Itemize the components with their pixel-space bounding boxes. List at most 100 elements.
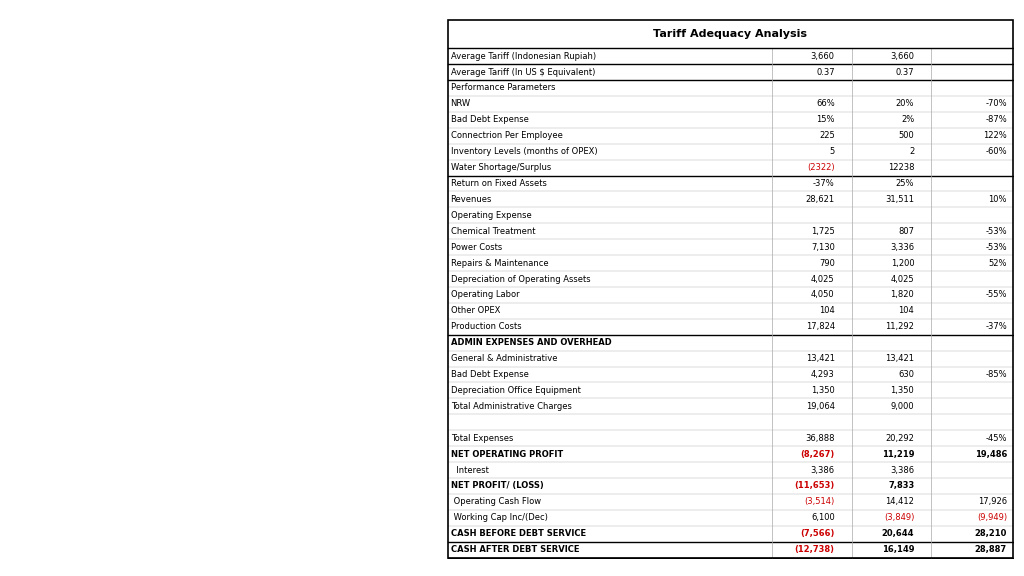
Text: 0.37: 0.37 xyxy=(816,67,835,77)
Bar xyxy=(449,510,1013,526)
Text: 1,725: 1,725 xyxy=(811,227,835,236)
Text: -53%: -53% xyxy=(985,227,1007,236)
Text: 20%: 20% xyxy=(896,100,914,108)
Text: Operating Expense: Operating Expense xyxy=(451,211,531,220)
Text: General & Administrative: General & Administrative xyxy=(451,354,557,363)
Text: 20,292: 20,292 xyxy=(886,434,914,443)
Text: -60%: -60% xyxy=(985,147,1007,156)
Bar xyxy=(449,446,1013,462)
Text: 11,219: 11,219 xyxy=(882,450,914,458)
Text: 13,421: 13,421 xyxy=(886,354,914,363)
Bar xyxy=(449,303,1013,319)
Text: 1,820: 1,820 xyxy=(891,290,914,300)
Text: Depreciation of Operating Assets: Depreciation of Operating Assets xyxy=(451,275,590,283)
Text: 500: 500 xyxy=(898,131,914,140)
Text: 9,000: 9,000 xyxy=(891,402,914,411)
Text: Total Administrative Charges: Total Administrative Charges xyxy=(451,402,571,411)
Text: Connectrion Per Employee: Connectrion Per Employee xyxy=(451,131,562,140)
Bar xyxy=(449,48,1013,64)
Text: Operating Labor: Operating Labor xyxy=(451,290,519,300)
Text: 104: 104 xyxy=(819,306,835,315)
Text: NET OPERATING PROFIT: NET OPERATING PROFIT xyxy=(451,450,563,458)
Text: -37%: -37% xyxy=(985,323,1007,331)
Text: 5: 5 xyxy=(829,147,835,156)
Text: 28,621: 28,621 xyxy=(806,195,835,204)
Text: 25%: 25% xyxy=(896,179,914,188)
Text: 3,336: 3,336 xyxy=(890,242,914,252)
Bar xyxy=(449,271,1013,287)
Bar xyxy=(449,526,1013,541)
Bar xyxy=(449,80,1013,96)
Bar xyxy=(449,335,1013,351)
Text: Average Tariff (In US $ Equivalent): Average Tariff (In US $ Equivalent) xyxy=(451,67,595,77)
Text: 19,486: 19,486 xyxy=(975,450,1007,458)
Text: (7,566): (7,566) xyxy=(801,529,835,538)
Text: Return on Fixed Assets: Return on Fixed Assets xyxy=(451,179,547,188)
Text: 7,130: 7,130 xyxy=(811,242,835,252)
Text: CASH AFTER DEBT SERVICE: CASH AFTER DEBT SERVICE xyxy=(451,545,579,554)
Bar xyxy=(449,319,1013,335)
Text: -45%: -45% xyxy=(985,434,1007,443)
Text: 225: 225 xyxy=(819,131,835,140)
Text: Operating Cash Flow: Operating Cash Flow xyxy=(451,498,541,506)
Text: 630: 630 xyxy=(898,370,914,379)
Text: -53%: -53% xyxy=(985,242,1007,252)
Text: ADMIN EXPENSES AND OVERHEAD: ADMIN EXPENSES AND OVERHEAD xyxy=(451,338,611,347)
Text: Working Cap Inc/(Dec): Working Cap Inc/(Dec) xyxy=(451,513,548,522)
Text: 15%: 15% xyxy=(816,115,835,124)
Text: 36,888: 36,888 xyxy=(805,434,835,443)
Text: 1,350: 1,350 xyxy=(811,386,835,395)
Text: 17,824: 17,824 xyxy=(806,323,835,331)
Text: Repairs & Maintenance: Repairs & Maintenance xyxy=(451,259,548,268)
Text: 3,660: 3,660 xyxy=(890,52,914,60)
Text: Other OPEX: Other OPEX xyxy=(451,306,500,315)
Text: 1,350: 1,350 xyxy=(891,386,914,395)
Text: Production Costs: Production Costs xyxy=(451,323,521,331)
Text: 1,200: 1,200 xyxy=(891,259,914,268)
Text: Average Tariff (Indonesian Rupiah): Average Tariff (Indonesian Rupiah) xyxy=(451,52,596,60)
Text: NET PROFIT/ (LOSS): NET PROFIT/ (LOSS) xyxy=(451,482,544,491)
Bar xyxy=(449,287,1013,303)
Bar xyxy=(449,239,1013,255)
Bar xyxy=(449,255,1013,271)
Text: CASH BEFORE DEBT SERVICE: CASH BEFORE DEBT SERVICE xyxy=(451,529,586,538)
Text: 122%: 122% xyxy=(983,131,1007,140)
Text: Conduct Tariff
Adequacy
Analysis: Conduct Tariff Adequacy Analysis xyxy=(82,226,333,350)
Text: -85%: -85% xyxy=(985,370,1007,379)
Text: 3,386: 3,386 xyxy=(811,465,835,475)
Text: 11,292: 11,292 xyxy=(886,323,914,331)
Text: 28,210: 28,210 xyxy=(975,529,1007,538)
Text: 4,293: 4,293 xyxy=(811,370,835,379)
Text: 2: 2 xyxy=(909,147,914,156)
Text: 28,887: 28,887 xyxy=(975,545,1007,554)
Text: 807: 807 xyxy=(898,227,914,236)
Text: 2%: 2% xyxy=(901,115,914,124)
Text: Total Expenses: Total Expenses xyxy=(451,434,513,443)
Text: 12238: 12238 xyxy=(888,163,914,172)
Bar xyxy=(449,176,1013,191)
Bar xyxy=(449,414,1013,430)
Bar xyxy=(449,366,1013,382)
Bar xyxy=(449,223,1013,239)
Text: (12,738): (12,738) xyxy=(795,545,835,554)
Text: -70%: -70% xyxy=(985,100,1007,108)
Text: Bad Debt Expense: Bad Debt Expense xyxy=(451,370,528,379)
Text: 790: 790 xyxy=(819,259,835,268)
Text: Bad Debt Expense: Bad Debt Expense xyxy=(451,115,528,124)
Bar xyxy=(449,478,1013,494)
Bar xyxy=(449,160,1013,176)
Text: Performance Parameters: Performance Parameters xyxy=(451,84,555,92)
Text: 4,025: 4,025 xyxy=(891,275,914,283)
Text: Inventory Levels (months of OPEX): Inventory Levels (months of OPEX) xyxy=(451,147,597,156)
Bar xyxy=(449,20,1013,48)
Text: NRW: NRW xyxy=(451,100,471,108)
Text: (8,267): (8,267) xyxy=(801,450,835,458)
Text: 3,660: 3,660 xyxy=(811,52,835,60)
Text: 3,386: 3,386 xyxy=(890,465,914,475)
Text: 16,149: 16,149 xyxy=(882,545,914,554)
Bar xyxy=(449,207,1013,223)
Text: (3,514): (3,514) xyxy=(805,498,835,506)
Bar xyxy=(449,382,1013,399)
Text: 7,833: 7,833 xyxy=(888,482,914,491)
Bar xyxy=(449,430,1013,446)
